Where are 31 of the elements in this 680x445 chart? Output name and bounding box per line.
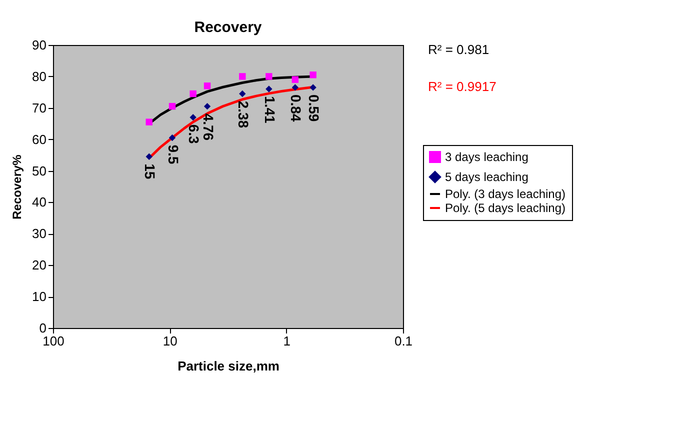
y-tick-label: 60: [32, 132, 46, 147]
legend-label: 3 days leaching: [445, 150, 528, 164]
y-tick-label: 90: [32, 38, 46, 52]
y-tick-label: 40: [32, 194, 46, 210]
x-tick-label: 100: [42, 334, 64, 348]
legend-label: Poly. (3 days leaching): [445, 187, 566, 201]
text: R² = 0.981: [428, 42, 490, 57]
x-tick-label: 10: [162, 334, 178, 348]
legend-label: 5 days leaching: [445, 170, 528, 184]
annotation: 0.84: [288, 94, 304, 122]
y-axis-title: Recovery%: [10, 154, 24, 220]
y-tick-label: 20: [32, 258, 46, 273]
legend-label: Poly. (5 days leaching): [445, 201, 566, 215]
x-axis-title: Particle size,mm: [178, 358, 280, 374]
annotation: 9.5: [165, 144, 182, 164]
annotation: 15: [142, 164, 158, 180]
annotation: 0.59: [306, 94, 322, 122]
y-tick-label: 80: [32, 68, 46, 84]
y-tick-label: 10: [32, 289, 46, 304]
annotation: 4.76: [200, 113, 216, 141]
chart-title: Recovery: [194, 19, 262, 36]
y-tick-label: 50: [32, 163, 46, 178]
y-tick-label: 70: [32, 100, 46, 116]
x-tick-label: 1: [283, 334, 290, 348]
annotation: 6.3: [186, 124, 202, 144]
annotation: 2.38: [235, 100, 252, 128]
text: R² = 0.9917: [428, 79, 496, 94]
y-tick-label: 0: [39, 320, 46, 336]
annotation: 1.41: [262, 96, 278, 124]
y-tick-label: 30: [32, 226, 46, 242]
x-tick-label: 0.1: [394, 334, 413, 348]
